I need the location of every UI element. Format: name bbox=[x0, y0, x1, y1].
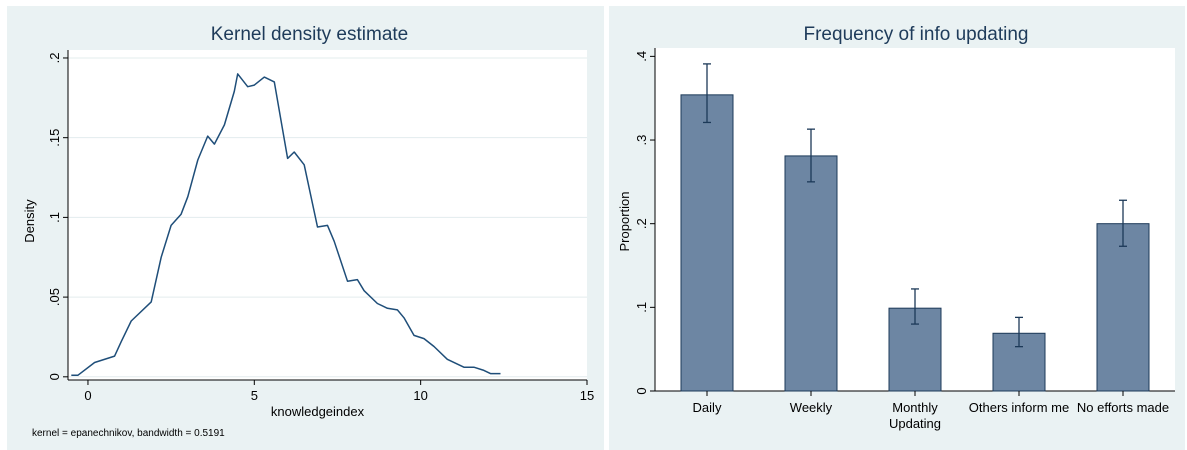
y-tick-label: .05 bbox=[47, 288, 62, 306]
y-tick-label: .2 bbox=[634, 218, 649, 229]
y-tick-label: .2 bbox=[47, 53, 62, 64]
y-tick-label: .4 bbox=[634, 51, 649, 62]
y-axis-label: Proportion bbox=[617, 192, 632, 252]
x-tick-label: Weekly bbox=[790, 400, 833, 415]
kernel-note: kernel = epanechnikov, bandwidth = 0.519… bbox=[32, 428, 225, 439]
x-tick-label: 5 bbox=[251, 388, 258, 403]
density-line bbox=[71, 73, 501, 376]
y-tick-label: .1 bbox=[47, 212, 62, 223]
x-tick-label: Others inform me bbox=[969, 400, 1069, 415]
x-tick-label: 15 bbox=[580, 388, 594, 403]
x-tick-label: No efforts made bbox=[1077, 400, 1169, 415]
bar bbox=[784, 155, 838, 392]
y-tick-label: .3 bbox=[634, 135, 649, 146]
y-tick-label: .1 bbox=[634, 302, 649, 313]
x-tick-label: Monthly bbox=[892, 400, 938, 415]
chart-title: Frequency of info updating bbox=[804, 24, 1029, 45]
y-tick-label: 0 bbox=[634, 387, 649, 394]
x-tick-label: Daily bbox=[693, 400, 722, 415]
bar bbox=[1096, 223, 1150, 392]
bar-chart-panel: Frequency of info updating 0 .1 .2 .3 .4 Propo… bbox=[609, 6, 1185, 450]
kde-chart: Kernel density estimate 0 .05 .1 .15 .2 0 5 10 15… bbox=[22, 24, 594, 439]
x-tick-label: Updating bbox=[889, 416, 941, 431]
kde-chart-panel: Kernel density estimate 0 .05 .1 .15 .2 0 5 10 15… bbox=[7, 6, 604, 450]
x-axis-label: knowledgeindex bbox=[271, 404, 365, 419]
y-axis-label: Density bbox=[22, 199, 37, 243]
plot-area bbox=[68, 50, 587, 380]
bar-chart: Frequency of info updating 0 .1 .2 .3 .4 Propo… bbox=[617, 24, 1175, 431]
bar bbox=[680, 94, 734, 392]
y-tick-label: .15 bbox=[47, 129, 62, 147]
chart-title: Kernel density estimate bbox=[211, 24, 409, 45]
x-tick-label: 10 bbox=[413, 388, 427, 403]
y-tick-label: 0 bbox=[47, 373, 62, 380]
x-tick-label: 0 bbox=[84, 388, 91, 403]
